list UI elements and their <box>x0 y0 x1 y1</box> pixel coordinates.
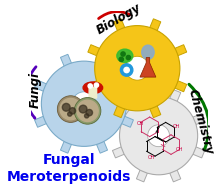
Polygon shape <box>61 54 72 67</box>
Circle shape <box>94 83 99 87</box>
Circle shape <box>79 105 87 113</box>
Circle shape <box>84 114 89 118</box>
FancyArrowPatch shape <box>189 84 209 149</box>
Text: OH: OH <box>176 147 184 152</box>
Text: OH: OH <box>148 155 155 160</box>
Circle shape <box>125 56 149 80</box>
Polygon shape <box>150 19 161 31</box>
Polygon shape <box>140 58 156 77</box>
Text: Chemistry: Chemistry <box>185 87 215 156</box>
FancyArrowPatch shape <box>25 67 36 118</box>
Circle shape <box>95 26 180 111</box>
Circle shape <box>120 64 133 76</box>
Polygon shape <box>121 116 133 127</box>
Polygon shape <box>112 147 125 158</box>
Polygon shape <box>136 170 148 182</box>
Polygon shape <box>170 90 181 102</box>
Polygon shape <box>96 141 108 153</box>
Text: OH: OH <box>137 121 145 126</box>
Polygon shape <box>150 105 161 118</box>
Text: Biology: Biology <box>94 2 143 37</box>
Polygon shape <box>112 114 125 125</box>
Polygon shape <box>88 81 100 92</box>
Circle shape <box>148 125 170 147</box>
Ellipse shape <box>142 45 154 59</box>
Circle shape <box>60 98 81 120</box>
Circle shape <box>86 109 93 116</box>
Polygon shape <box>192 114 205 125</box>
Polygon shape <box>114 19 125 31</box>
Circle shape <box>74 98 101 124</box>
Circle shape <box>120 97 198 175</box>
Circle shape <box>88 84 92 88</box>
Polygon shape <box>34 116 47 127</box>
Polygon shape <box>136 90 148 102</box>
Circle shape <box>126 55 131 60</box>
Circle shape <box>68 112 72 116</box>
Circle shape <box>41 61 127 146</box>
Polygon shape <box>34 80 47 91</box>
Polygon shape <box>174 81 187 92</box>
FancyArrowPatch shape <box>99 12 130 19</box>
Text: Fungi: Fungi <box>29 72 42 108</box>
Circle shape <box>119 57 123 61</box>
FancyBboxPatch shape <box>89 87 97 98</box>
Polygon shape <box>174 45 187 56</box>
Polygon shape <box>96 54 108 67</box>
Text: Fungal
Meroterpenoids: Fungal Meroterpenoids <box>7 153 131 184</box>
Text: OH: OH <box>173 124 180 129</box>
Circle shape <box>72 92 96 116</box>
Ellipse shape <box>117 49 133 62</box>
Circle shape <box>57 96 84 122</box>
Polygon shape <box>121 80 133 91</box>
Polygon shape <box>114 105 125 118</box>
Polygon shape <box>170 170 181 182</box>
Circle shape <box>121 52 125 56</box>
Polygon shape <box>61 141 72 153</box>
Circle shape <box>77 100 98 122</box>
Circle shape <box>62 103 70 111</box>
Circle shape <box>69 108 76 114</box>
Circle shape <box>124 67 129 73</box>
Polygon shape <box>192 147 205 158</box>
Ellipse shape <box>83 82 103 94</box>
Polygon shape <box>88 45 100 56</box>
